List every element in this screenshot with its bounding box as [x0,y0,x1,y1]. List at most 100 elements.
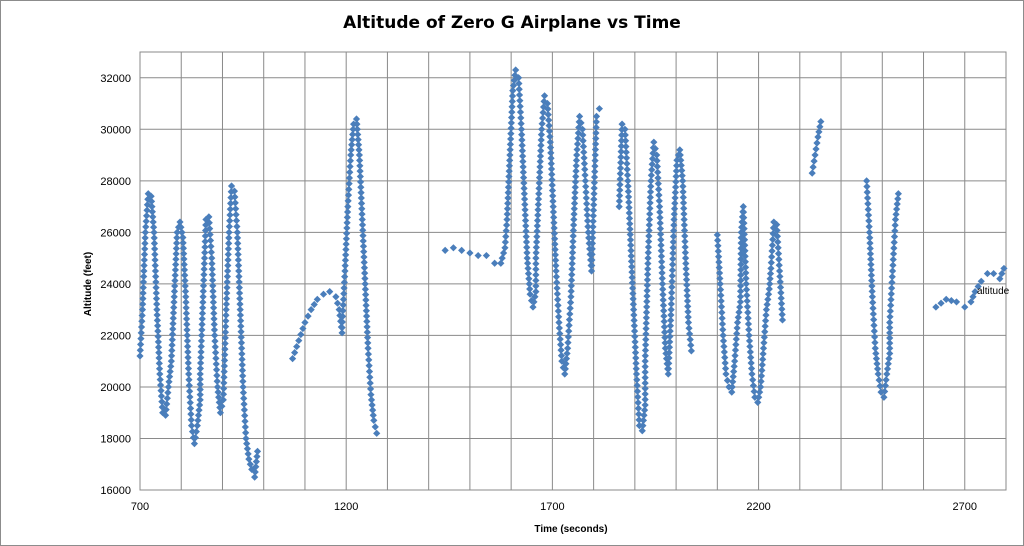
data-point [581,165,589,173]
data-point [224,261,232,270]
data-point [536,163,544,171]
data-point [222,322,230,331]
data-point [163,394,171,402]
data-point [342,235,350,243]
data-point [591,168,599,176]
data-point [641,368,649,376]
data-point [743,303,752,311]
data-point [522,227,530,235]
data-point [136,352,144,360]
data-point [567,276,576,284]
data-point [136,346,144,354]
data-point [582,188,590,196]
data-point [719,331,727,340]
data-point [767,259,775,267]
data-point [977,277,985,285]
data-point [741,258,749,266]
data-point [717,291,725,299]
data-point [235,267,243,275]
data-point [886,349,894,358]
data-point [658,263,666,271]
data-point [241,417,249,425]
data-point [584,217,592,225]
data-point [555,313,563,321]
data-point [591,151,599,159]
data-point [505,162,514,170]
data-point [466,249,474,257]
y-tick-label: 28000 [100,176,131,188]
data-point [616,175,624,183]
data-point [562,360,570,368]
data-point [205,213,213,221]
data-point [150,223,158,231]
data-point [362,296,370,304]
data-point [238,344,246,352]
data-point [894,190,902,198]
data-point [561,370,569,378]
data-point [155,365,164,373]
data-point [239,389,248,397]
data-point [643,303,651,311]
data-point [537,147,545,155]
data-point [742,286,751,294]
data-point [658,269,666,277]
data-point [666,322,675,330]
data-point [660,317,668,326]
data-point [547,149,555,157]
data-point [343,229,351,238]
data-point [737,250,745,258]
data-point [715,253,723,261]
data-point [521,211,529,219]
data-point [206,230,214,239]
data-point [556,329,564,338]
data-point [532,243,540,251]
data-point [961,303,969,311]
data-point [679,193,687,201]
data-point [497,259,505,267]
data-point [742,274,750,282]
data-point [579,131,587,139]
data-point [744,308,752,317]
data-point [588,239,597,247]
data-point [645,215,654,224]
data-point [359,242,368,250]
data-point [747,353,755,362]
data-point [548,170,556,178]
data-point [200,276,208,284]
data-point [567,282,575,290]
data-point [210,326,219,334]
data-point [358,210,366,218]
data-point [139,283,147,292]
data-point [182,298,190,306]
data-point [178,228,186,236]
data-point [716,280,724,288]
data-point [769,230,777,238]
data-point [683,286,691,294]
data-point [357,189,365,197]
data-point [884,360,892,368]
data-point [641,374,649,382]
data-point [222,306,230,314]
data-point [716,274,724,283]
data-point [664,365,673,373]
data-point [568,254,576,262]
data-point [865,217,873,225]
data-point [240,400,248,408]
data-point [505,172,513,181]
data-point [338,324,346,332]
data-point [643,270,652,278]
data-point [141,245,149,253]
data-point [630,306,638,314]
data-point [886,324,894,332]
x-axis-label: Time (seconds) [534,524,607,535]
data-point [519,152,527,160]
data-point [582,182,590,191]
data-point [665,348,673,357]
data-point [670,215,678,224]
data-point [293,342,301,351]
data-point [583,205,591,214]
data-point [156,370,164,378]
data-point [520,190,528,198]
data-point [642,330,650,338]
data-point [715,258,723,266]
